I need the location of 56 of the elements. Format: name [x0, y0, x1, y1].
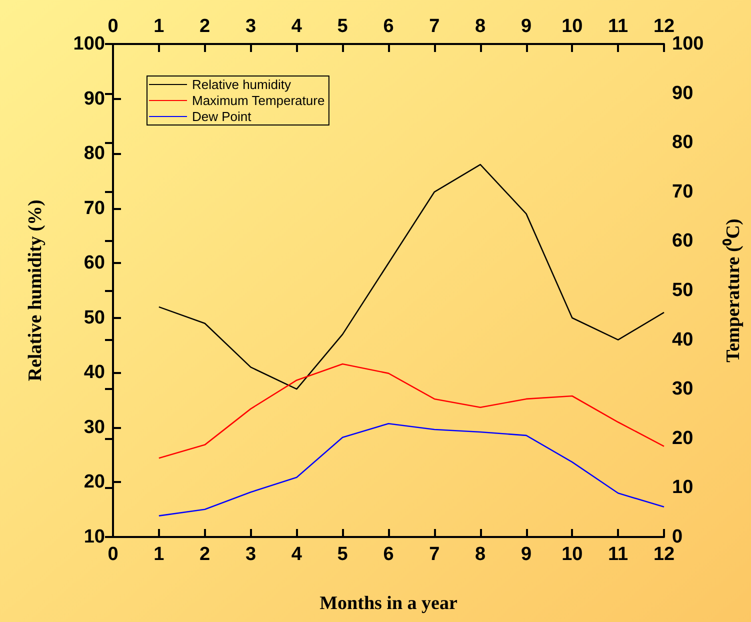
- line-series: [158, 363, 665, 459]
- x2-tick-label: 5: [337, 16, 348, 37]
- x-tick-label: 11: [608, 544, 629, 565]
- x-tick-label: 3: [245, 544, 256, 565]
- x2-tick-label: 12: [653, 16, 675, 37]
- y2-tick-label: 40: [672, 329, 694, 350]
- x-axis-title: Months in a year: [320, 593, 458, 614]
- x2-tick-label: 0: [108, 16, 118, 37]
- x2-tick-label: 10: [562, 16, 583, 37]
- x2-tick-label: 7: [429, 16, 440, 37]
- legend-label: Maximum Temperature: [192, 93, 325, 108]
- x2-tick-label: 2: [200, 16, 210, 37]
- y-tick-label: 60: [84, 252, 105, 274]
- y2-tick-label: 0: [672, 526, 683, 548]
- y-tick-label: 50: [84, 307, 105, 328]
- x-tick-label: 7: [429, 544, 440, 565]
- y-tick-label: 70: [84, 198, 105, 219]
- x-tick-label: 1: [154, 544, 165, 565]
- x-tick-label: 4: [291, 544, 302, 565]
- y2-tick-label: 60: [672, 230, 694, 252]
- y2-tick-label: 50: [672, 280, 694, 301]
- x2-tick-label: 6: [383, 16, 394, 37]
- x2-tick-label: 3: [245, 16, 256, 37]
- y2-tick-label: 90: [672, 82, 694, 104]
- x2-tick-label: 1: [154, 16, 165, 37]
- y-tick-label: 30: [84, 416, 105, 438]
- y-tick-label: 80: [84, 143, 105, 164]
- y2-axis-title: Temperature (⁰C): [722, 218, 744, 362]
- legend-label: Relative humidity: [192, 77, 292, 92]
- x-tick-label: 5: [337, 544, 348, 565]
- y2-tick-label: 10: [672, 477, 694, 498]
- y2-tick-label: 80: [672, 132, 694, 154]
- x-tick-label: 6: [383, 544, 394, 565]
- y2-tick-label: 20: [672, 428, 694, 449]
- y-tick-label: 90: [84, 88, 105, 110]
- x-tick-label: 8: [475, 544, 486, 565]
- line-series: [158, 422, 665, 516]
- y-tick-label: 100: [73, 34, 105, 54]
- x-tick-label: 0: [108, 544, 118, 565]
- x-tick-label: 12: [653, 544, 675, 565]
- x2-tick-label: 8: [475, 16, 486, 37]
- x-tick-label: 9: [520, 544, 532, 565]
- legend-label: Dew Point: [192, 109, 252, 124]
- line-series: [158, 164, 665, 390]
- x-tick-label: 2: [200, 544, 210, 565]
- y2-tick-label: 70: [672, 181, 694, 202]
- y-tick-label: 20: [84, 472, 105, 493]
- y-axis-title: Relative humidity (%): [25, 200, 46, 382]
- x-tick-label: 10: [562, 544, 583, 565]
- y2-tick-label: 30: [672, 378, 694, 400]
- x2-tick-label: 4: [291, 16, 302, 37]
- y-tick-label: 40: [84, 362, 105, 384]
- y-tick-label: 10: [84, 526, 105, 548]
- x2-tick-label: 9: [520, 16, 532, 37]
- y2-tick-label: 100: [672, 34, 704, 54]
- x2-tick-label: 11: [608, 16, 629, 37]
